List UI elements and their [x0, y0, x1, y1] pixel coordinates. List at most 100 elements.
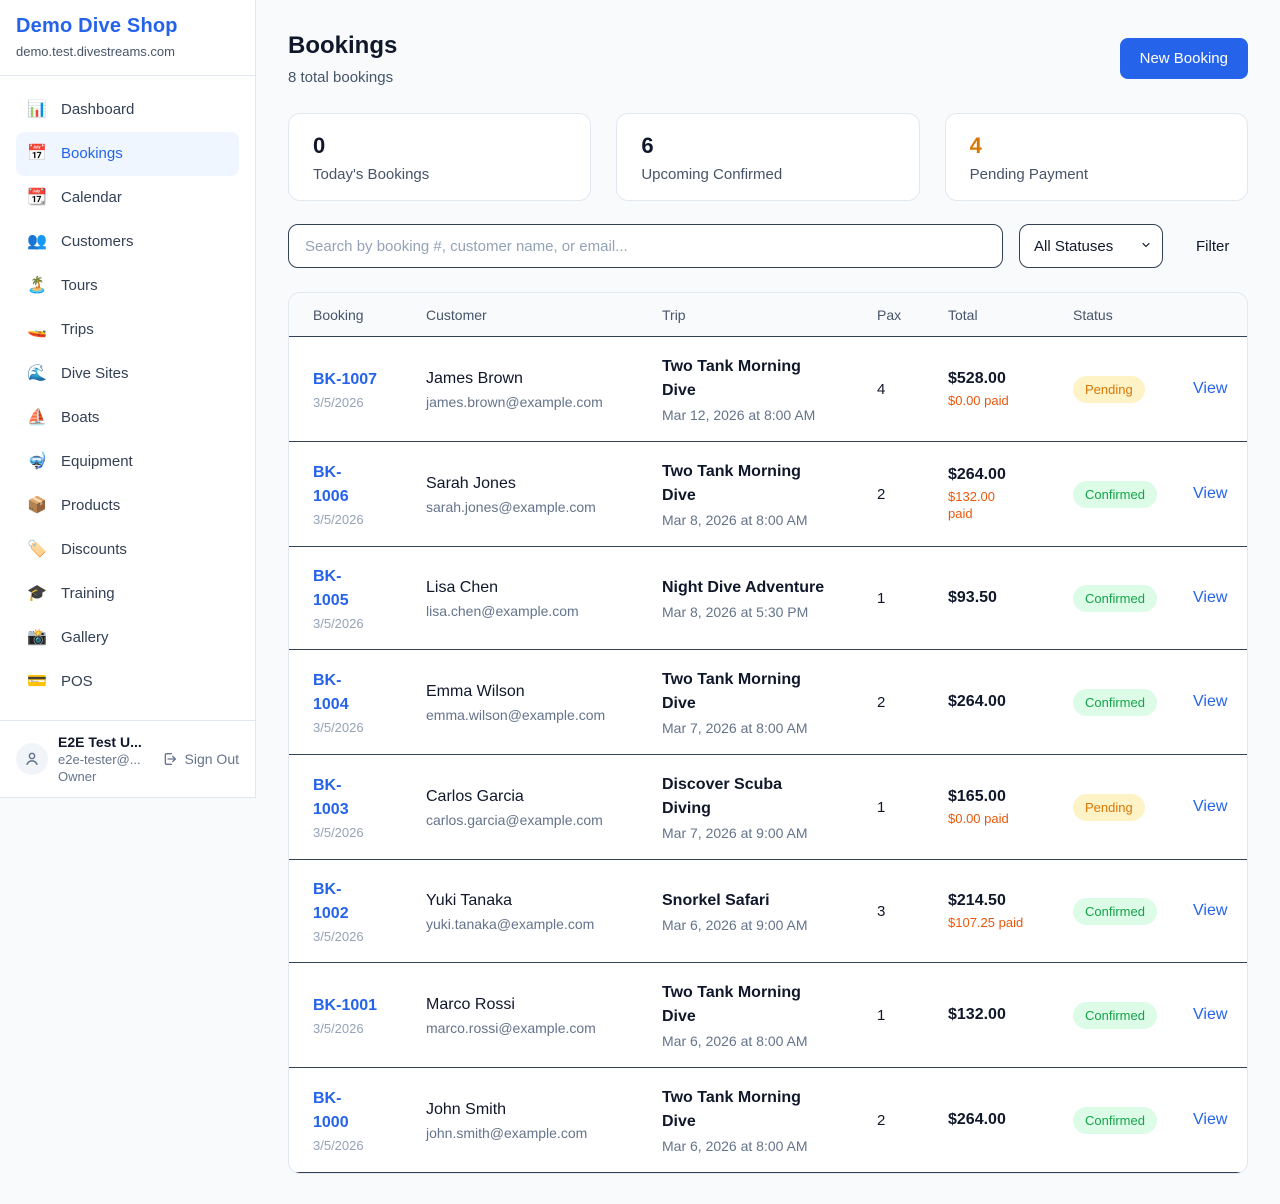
- sidebar-item-calendar[interactable]: 📆 Calendar: [16, 176, 239, 220]
- sidebar-item-discounts[interactable]: 🏷️ Discounts: [16, 528, 239, 572]
- stat-upcoming-confirmed: 6 Upcoming Confirmed: [616, 113, 920, 201]
- booking-cell: BK- 1000 3/5/2026: [313, 1087, 426, 1153]
- wave-icon: 🌊: [27, 365, 47, 382]
- customer-cell: Emma Wilson emma.wilson@example.com: [426, 681, 662, 723]
- table-header-row: Booking Customer Trip Pax Total Status: [289, 293, 1247, 337]
- view-booking-link[interactable]: View: [1193, 485, 1228, 502]
- status-badge: Confirmed: [1073, 584, 1157, 612]
- sidebar-item-label: POS: [61, 673, 93, 690]
- booking-number-link[interactable]: BK- 1003: [313, 777, 349, 818]
- sidebar-item-gallery[interactable]: 📸 Gallery: [16, 616, 239, 660]
- status-cell: Confirmed: [1073, 1001, 1193, 1029]
- total-cell: $93.50: [948, 589, 1073, 607]
- view-booking-link[interactable]: View: [1193, 380, 1228, 397]
- stat-cards: 0 Today's Bookings 6 Upcoming Confirmed …: [288, 113, 1248, 201]
- sign-out-button[interactable]: Sign Out: [162, 751, 239, 767]
- view-booking-link[interactable]: View: [1193, 902, 1228, 919]
- customer-email: sarah.jones@example.com: [426, 499, 596, 515]
- shop-domain: demo.test.divestreams.com: [16, 44, 175, 59]
- actions-cell: View: [1193, 1006, 1247, 1024]
- booking-number-link[interactable]: BK- 1005: [313, 568, 349, 609]
- actions-cell: View: [1193, 902, 1247, 920]
- sidebar-item-boats[interactable]: ⛵ Boats: [16, 396, 239, 440]
- trip-cell: Two Tank Morning Dive Mar 7, 2026 at 8:0…: [662, 668, 877, 736]
- booking-cell: BK- 1006 3/5/2026: [313, 461, 426, 527]
- booking-number-link[interactable]: BK- 1002: [313, 881, 349, 922]
- status-cell: Confirmed: [1073, 897, 1193, 925]
- tag-icon: 🏷️: [27, 541, 47, 558]
- trip-datetime: Mar 7, 2026 at 8:00 AM: [662, 720, 808, 736]
- booking-number-link[interactable]: BK- 1004: [313, 672, 349, 713]
- new-booking-button[interactable]: New Booking: [1119, 38, 1248, 79]
- view-booking-link[interactable]: View: [1193, 693, 1228, 710]
- sidebar-item-products[interactable]: 📦 Products: [16, 484, 239, 528]
- trip-cell: Snorkel Safari Mar 6, 2026 at 9:00 AM: [662, 889, 877, 933]
- search-input[interactable]: [288, 224, 1003, 268]
- sidebar-item-label: Gallery: [61, 629, 109, 646]
- sidebar-item-dashboard[interactable]: 📊 Dashboard: [16, 88, 239, 132]
- actions-cell: View: [1193, 1111, 1247, 1129]
- trip-cell: Two Tank Morning Dive Mar 8, 2026 at 8:0…: [662, 460, 877, 528]
- booking-number-link[interactable]: BK-1001: [313, 997, 378, 1014]
- customer-name: Carlos Garcia: [426, 788, 524, 805]
- bookings-table: Booking Customer Trip Pax Total Status B…: [288, 292, 1248, 1174]
- sidebar-item-tours[interactable]: 🏝️ Tours: [16, 264, 239, 308]
- actions-cell: View: [1193, 693, 1247, 711]
- customer-cell: Lisa Chen lisa.chen@example.com: [426, 577, 662, 619]
- booking-date: 3/5/2026: [313, 1138, 364, 1153]
- filter-button[interactable]: Filter: [1196, 237, 1230, 255]
- sidebar-item-label: Discounts: [61, 541, 127, 558]
- sidebar-item-equipment[interactable]: 🤿 Equipment: [16, 440, 239, 484]
- total-amount: $528.00: [948, 369, 1006, 387]
- total-cell: $165.00 $0.00 paid: [948, 788, 1073, 827]
- customer-name: John Smith: [426, 1101, 507, 1118]
- sidebar-nav: 📊 Dashboard 📅 Bookings 📆 Calendar 👥 Cust…: [0, 76, 255, 720]
- view-booking-link[interactable]: View: [1193, 1006, 1228, 1023]
- status-cell: Pending: [1073, 375, 1193, 403]
- booking-date: 3/5/2026: [313, 720, 364, 735]
- total-amount: $165.00: [948, 787, 1006, 805]
- sidebar-item-trips[interactable]: 🚤 Trips: [16, 308, 239, 352]
- status-badge: Confirmed: [1073, 1106, 1157, 1134]
- diving-mask-icon: 🤿: [27, 453, 47, 470]
- view-booking-link[interactable]: View: [1193, 589, 1228, 606]
- sign-out-label: Sign Out: [184, 751, 239, 767]
- calendar-date-icon: 📅: [27, 145, 47, 162]
- sidebar-item-training[interactable]: 🎓 Training: [16, 572, 239, 616]
- total-amount: $132.00: [948, 1006, 1006, 1023]
- trip-cell: Two Tank Morning Dive Mar 6, 2026 at 8:0…: [662, 1086, 877, 1154]
- booking-cell: BK- 1004 3/5/2026: [313, 669, 426, 735]
- stat-value: 4: [969, 133, 982, 158]
- calendar-icon: 📆: [27, 189, 47, 206]
- total-cell: $264.00: [948, 693, 1073, 711]
- booking-number-link[interactable]: BK- 1006: [313, 464, 349, 505]
- table-row: BK-1001 3/5/2026 Marco Rossi marco.rossi…: [289, 963, 1247, 1068]
- trip-datetime: Mar 6, 2026 at 9:00 AM: [662, 917, 808, 933]
- booking-number-link[interactable]: BK-1007: [313, 371, 378, 388]
- status-badge: Confirmed: [1073, 1001, 1157, 1029]
- user-role: Owner: [58, 769, 97, 784]
- sidebar-item-dive-sites[interactable]: 🌊 Dive Sites: [16, 352, 239, 396]
- sidebar-item-pos[interactable]: 💳 POS: [16, 660, 239, 704]
- booking-date: 3/5/2026: [313, 825, 364, 840]
- trip-name: Two Tank Morning Dive: [662, 984, 801, 1025]
- user-email: e2e-tester@...: [58, 752, 141, 767]
- table-row: BK- 1005 3/5/2026 Lisa Chen lisa.chen@ex…: [289, 547, 1247, 650]
- status-select[interactable]: All Statuses: [1019, 224, 1163, 268]
- total-amount: $264.00: [948, 1111, 1006, 1128]
- sidebar-item-bookings[interactable]: 📅 Bookings: [16, 132, 239, 176]
- trip-name: Two Tank Morning Dive: [662, 358, 801, 399]
- booking-number-link[interactable]: BK- 1000: [313, 1090, 349, 1131]
- sidebar-item-customers[interactable]: 👥 Customers: [16, 220, 239, 264]
- view-booking-link[interactable]: View: [1193, 1111, 1228, 1128]
- status-cell: Confirmed: [1073, 688, 1193, 716]
- page-title-block: Bookings 8 total bookings: [288, 32, 397, 86]
- sidebar-item-label: Calendar: [61, 189, 122, 206]
- view-booking-link[interactable]: View: [1193, 798, 1228, 815]
- column-header-customer: Customer: [426, 306, 487, 323]
- sidebar-item-label: Dive Sites: [61, 365, 129, 382]
- actions-cell: View: [1193, 485, 1247, 503]
- status-badge: Confirmed: [1073, 897, 1157, 925]
- customer-cell: John Smith john.smith@example.com: [426, 1099, 662, 1141]
- people-icon: 👥: [27, 233, 47, 250]
